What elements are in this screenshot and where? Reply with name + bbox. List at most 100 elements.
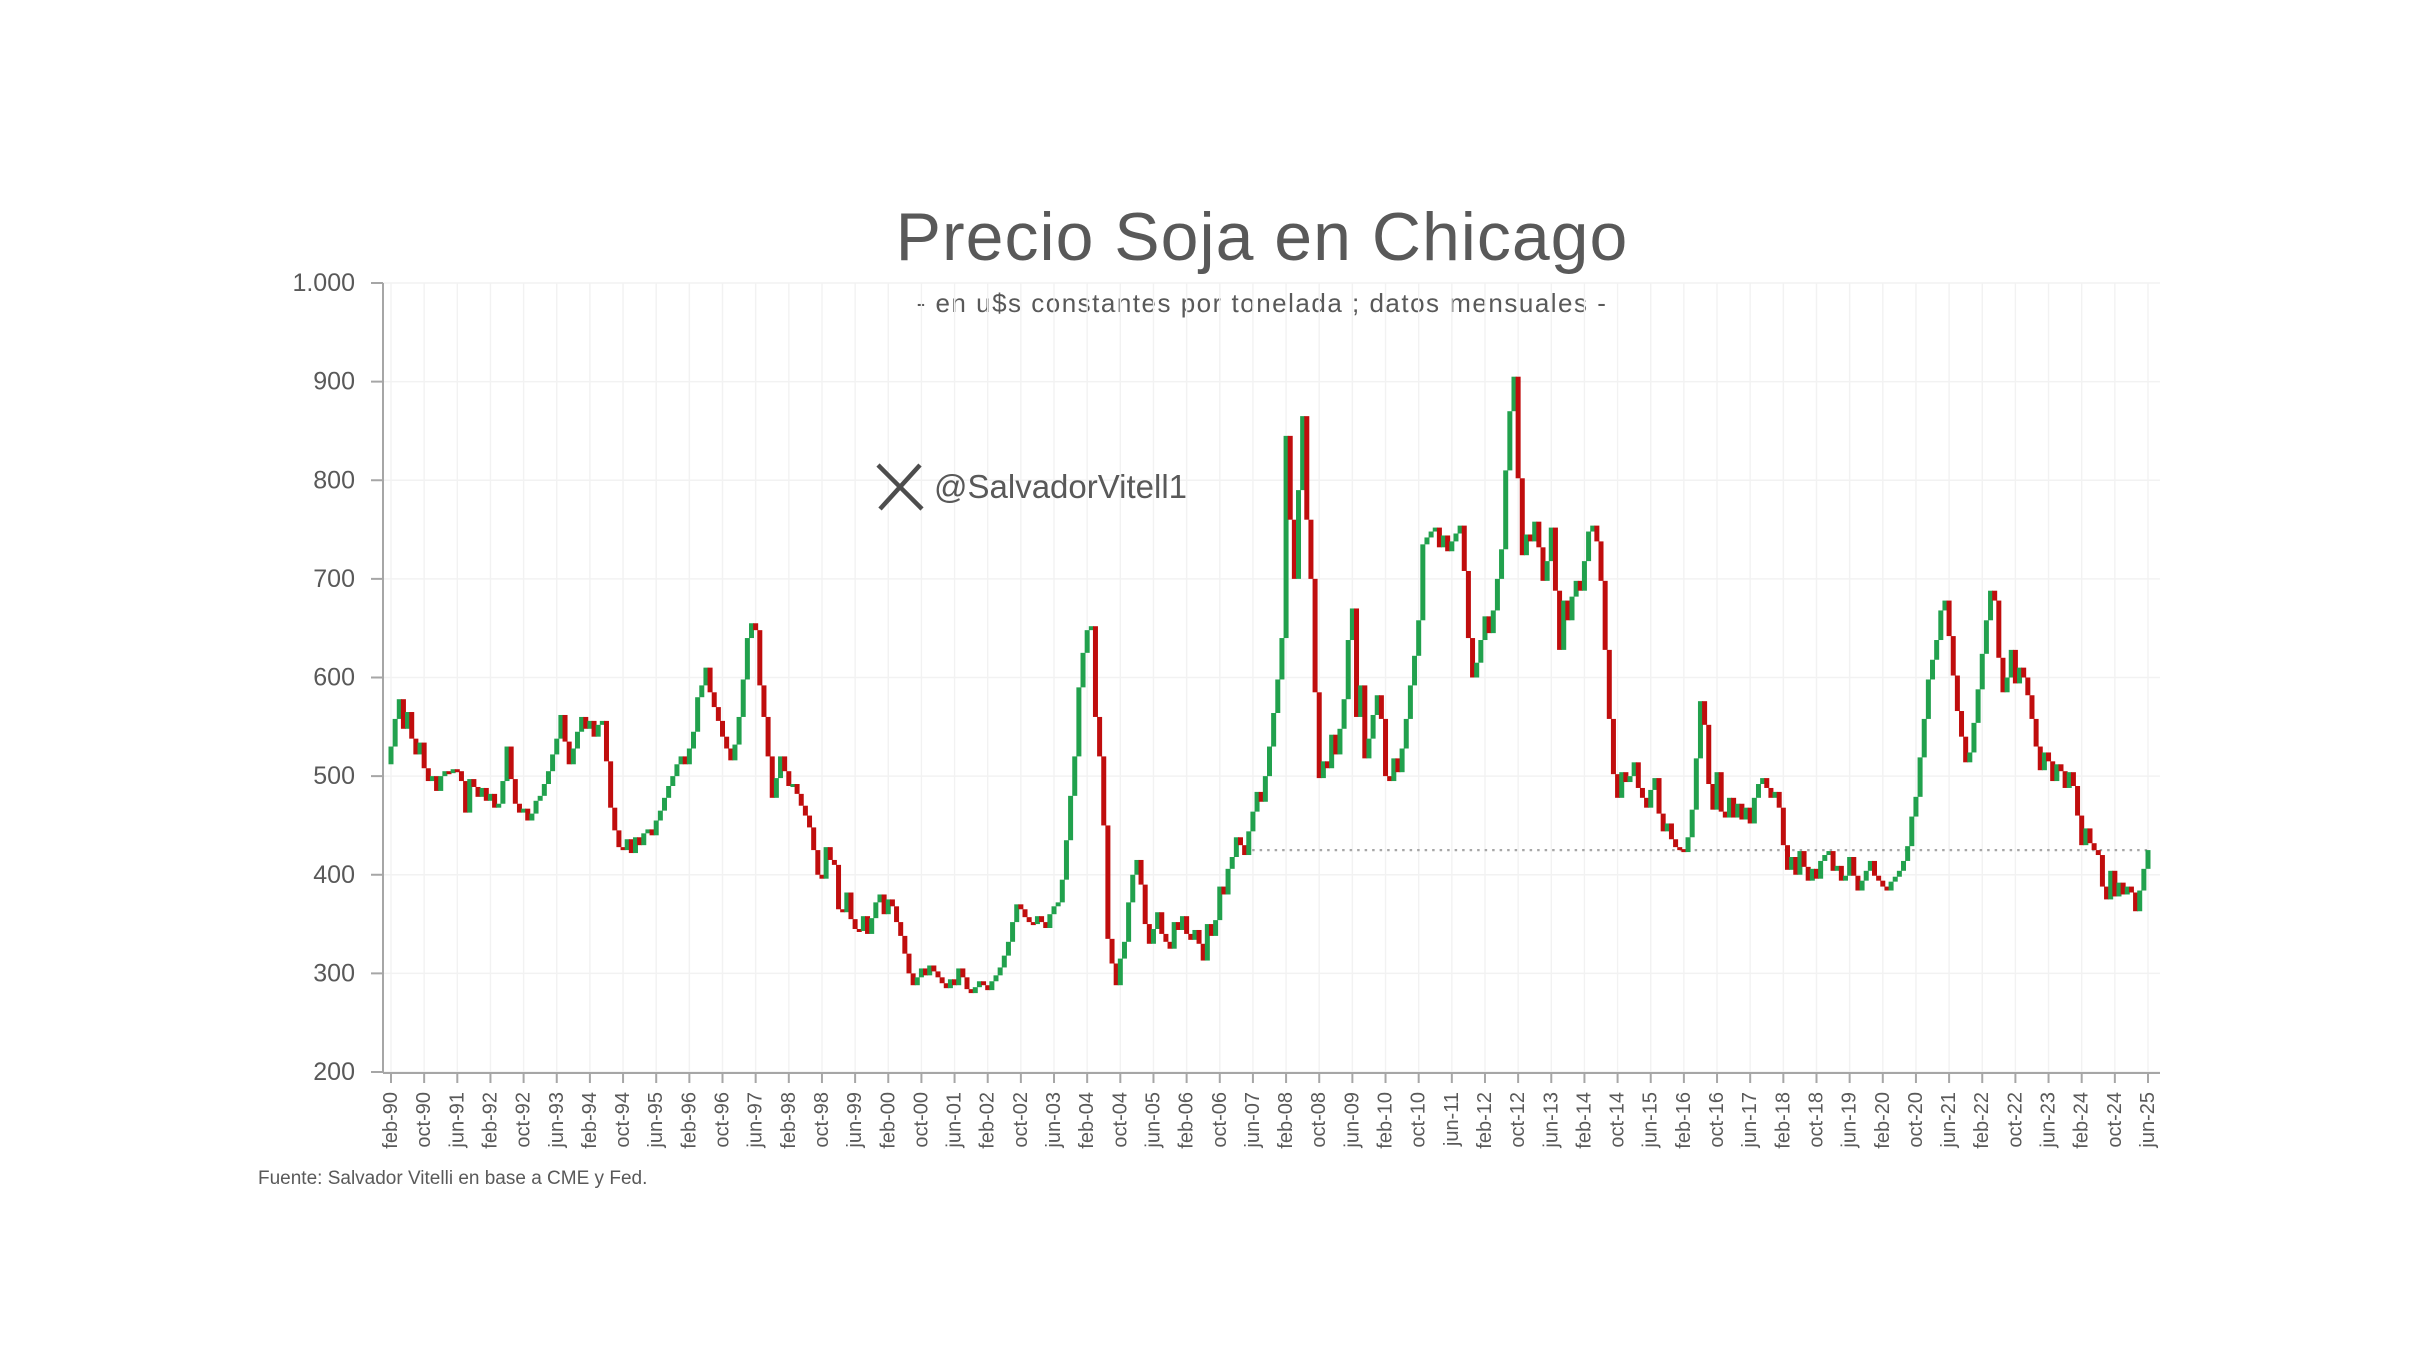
- price-bar: [1163, 933, 1169, 942]
- price-bar: [421, 742, 427, 769]
- x-tick-label: feb-98: [778, 1092, 800, 1149]
- price-bar: [2008, 649, 2014, 678]
- x-tick-label: oct-06: [1209, 1092, 1231, 1148]
- price-bar: [1387, 776, 1393, 782]
- price-bar: [1913, 796, 1919, 817]
- price-bar: [1279, 638, 1285, 680]
- price-bar: [749, 623, 755, 639]
- price-bar: [1863, 870, 1869, 881]
- x-tick-label: oct-04: [1109, 1092, 1131, 1148]
- price-bar: [1146, 924, 1152, 944]
- price-bar: [1312, 578, 1318, 693]
- price-bar: [521, 808, 527, 813]
- price-bar: [1436, 527, 1442, 548]
- price-bar: [782, 756, 788, 772]
- price-bar: [2079, 815, 2085, 846]
- price-bar: [1706, 724, 1712, 785]
- price-bar: [1445, 535, 1451, 552]
- price-bar: [1043, 922, 1049, 929]
- price-bar: [429, 776, 435, 782]
- price-bar: [1490, 610, 1496, 634]
- price-bar: [1068, 795, 1074, 841]
- price-bar: [765, 716, 771, 757]
- x-tick-label: jun-11: [1441, 1092, 1463, 1147]
- price-bar: [724, 736, 730, 749]
- price-bar: [1867, 860, 1873, 871]
- price-bar: [446, 771, 452, 775]
- price-bar: [1888, 881, 1894, 891]
- price-bar: [1764, 778, 1770, 788]
- y-tick-label: 400: [313, 861, 355, 889]
- x-tick-label: oct-18: [1805, 1092, 1827, 1148]
- price-bar: [1842, 875, 1848, 881]
- x-tick-label: feb-22: [1971, 1092, 1993, 1149]
- price-bar: [1648, 789, 1654, 808]
- price-bar: [550, 754, 556, 772]
- price-bar: [1018, 904, 1024, 910]
- price-bar: [442, 771, 448, 777]
- price-bar: [1395, 758, 1401, 773]
- price-bar: [1358, 685, 1364, 717]
- price-bar: [649, 829, 655, 836]
- x-tick-label: jun-91: [446, 1092, 468, 1149]
- price-bar: [927, 965, 933, 976]
- price-bar: [1834, 865, 1840, 871]
- price-bar: [537, 795, 543, 801]
- price-bar: [960, 968, 966, 978]
- price-bar: [1287, 435, 1293, 520]
- price-bar: [695, 697, 701, 732]
- price-bar: [997, 967, 1003, 976]
- price-bar: [906, 953, 912, 974]
- price-bar: [1399, 748, 1405, 773]
- price-bar: [1656, 778, 1662, 814]
- price-bar: [1184, 916, 1190, 934]
- price-bar: [993, 975, 999, 982]
- price-bar: [773, 778, 779, 798]
- price-bar: [1942, 600, 1948, 611]
- price-bar: [840, 909, 846, 913]
- price-bar: [1793, 856, 1799, 875]
- price-bar: [475, 786, 481, 797]
- price-bar: [2004, 677, 2010, 693]
- price-bar: [931, 965, 937, 972]
- price-bar: [815, 850, 821, 875]
- price-bar: [2083, 828, 2089, 846]
- price-bar: [529, 813, 535, 821]
- price-bar: [2050, 761, 2056, 782]
- x-tick-label: feb-96: [678, 1092, 700, 1149]
- x-tick-label: jun-19: [1839, 1092, 1861, 1149]
- price-bar: [914, 977, 920, 986]
- price-bar: [583, 716, 589, 729]
- price-bar: [483, 787, 489, 801]
- price-bar: [1813, 868, 1819, 879]
- price-bar: [923, 968, 929, 976]
- x-tick-label: oct-14: [1607, 1092, 1629, 1148]
- price-bar: [1039, 916, 1045, 923]
- price-bar: [624, 839, 630, 851]
- price-bar: [574, 731, 580, 749]
- price-bar: [579, 716, 585, 732]
- price-bar: [902, 935, 908, 954]
- price-bar: [678, 756, 684, 765]
- price-bar: [1950, 636, 1956, 676]
- price-bar: [1275, 679, 1281, 714]
- price-bar: [438, 776, 444, 791]
- price-bar: [1805, 866, 1811, 881]
- price-bar: [1959, 711, 1965, 737]
- x-tick-label: feb-18: [1772, 1092, 1794, 1149]
- price-bar: [1660, 813, 1666, 832]
- price-bar: [744, 638, 750, 680]
- price-bar: [512, 779, 518, 804]
- price-bar: [1598, 541, 1604, 581]
- price-bar: [985, 985, 991, 991]
- price-bar: [1204, 924, 1210, 961]
- x-tick-label: feb-20: [1872, 1092, 1894, 1149]
- x-logo-icon: [876, 463, 924, 511]
- price-bar: [1577, 580, 1583, 591]
- price-bar: [1150, 928, 1156, 944]
- price-bar: [479, 787, 485, 797]
- price-bar: [632, 837, 638, 854]
- price-bar: [1979, 653, 1985, 690]
- x-tick-label: jun-01: [944, 1092, 966, 1149]
- x-tick-label: jun-97: [745, 1092, 767, 1149]
